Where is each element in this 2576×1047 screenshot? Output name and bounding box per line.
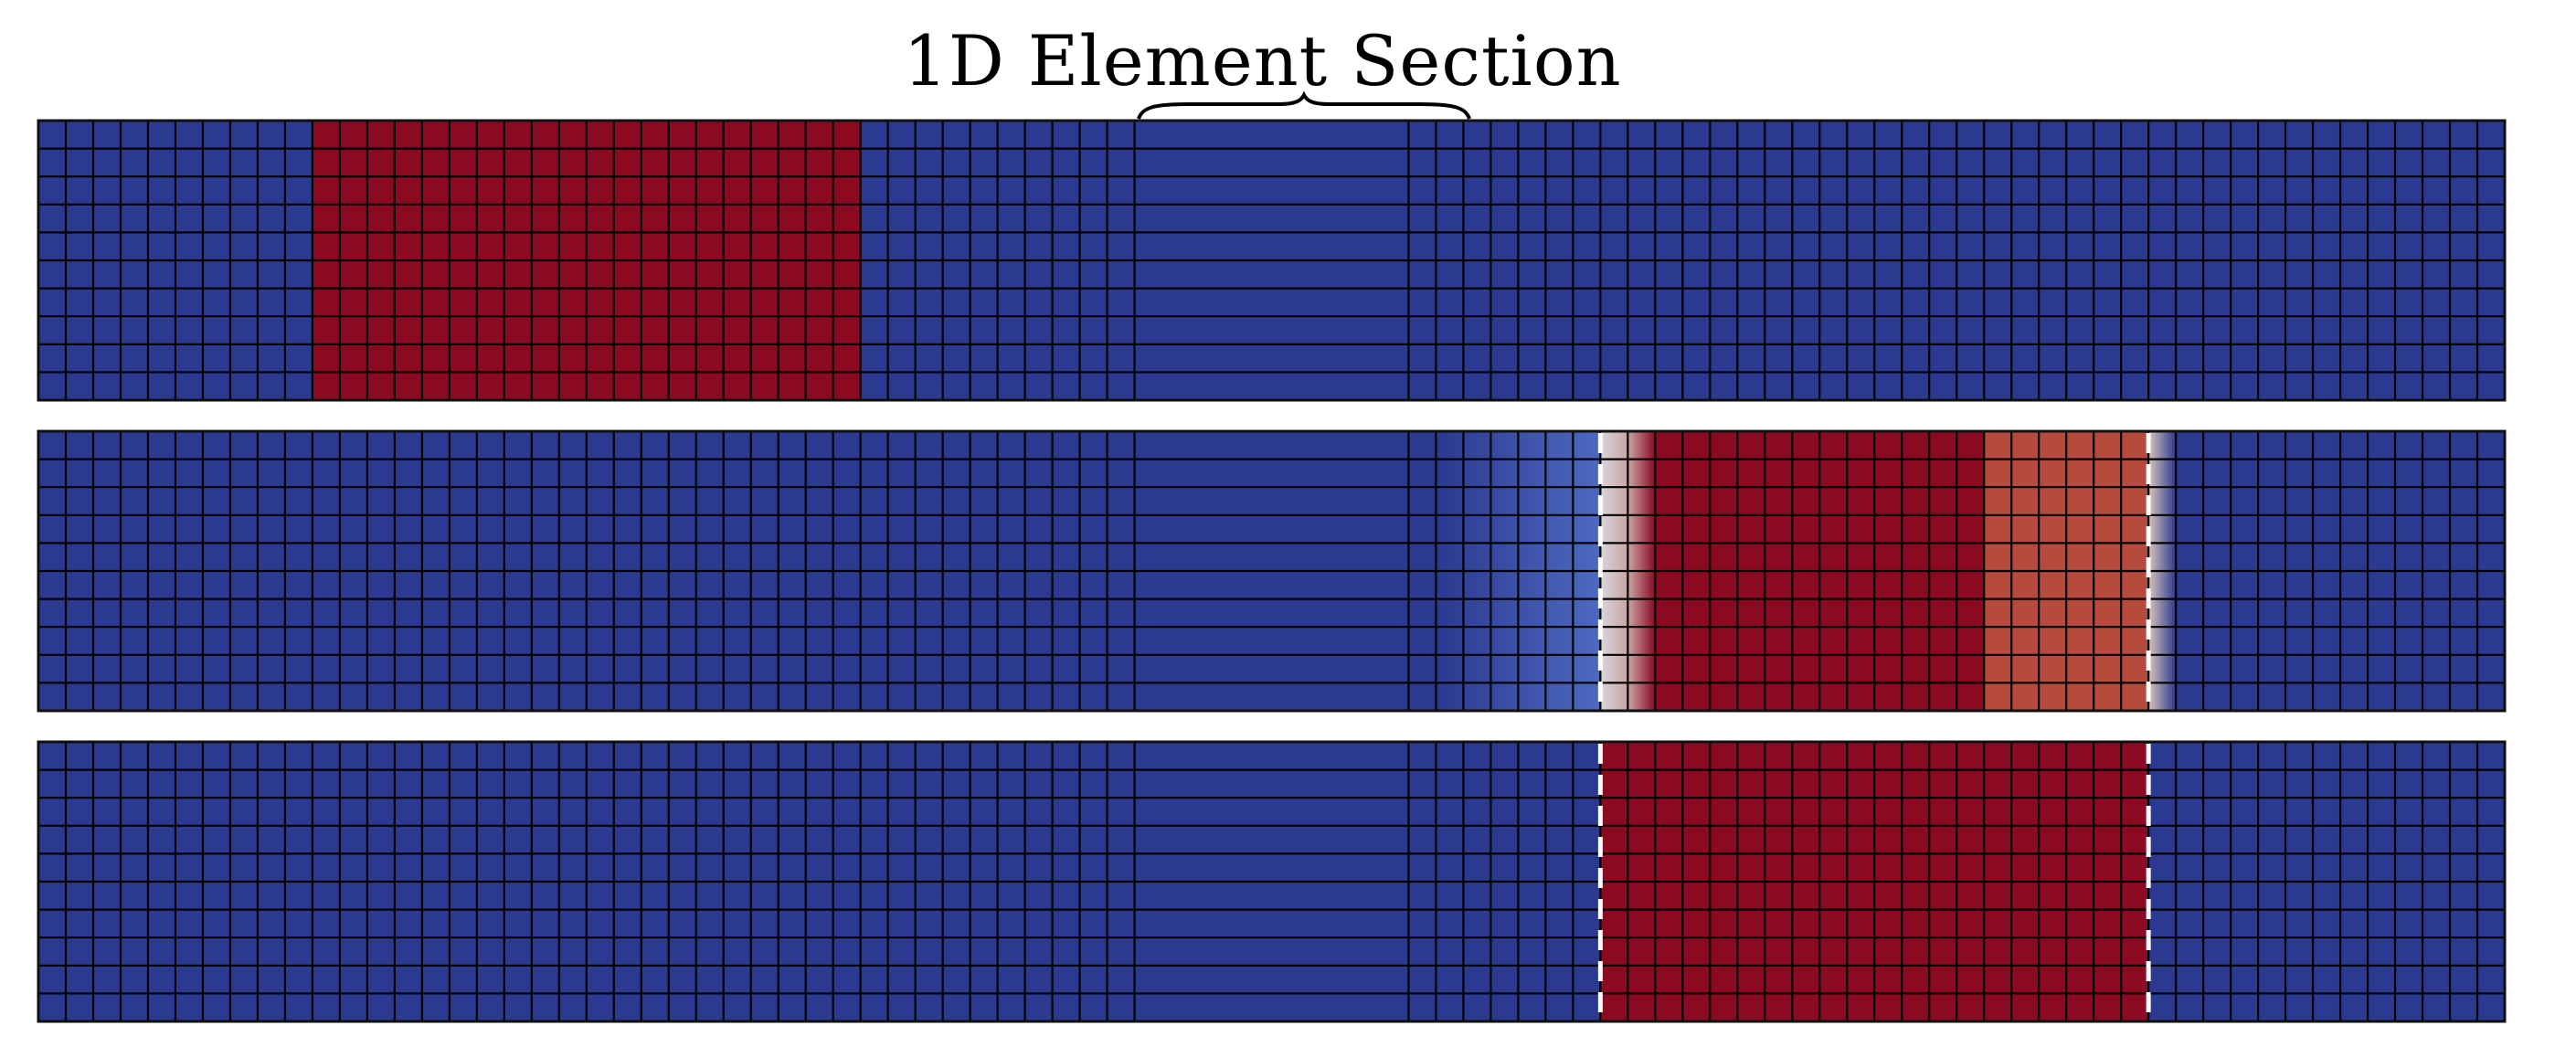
panel-top-outline (37, 119, 2507, 402)
section-brace (1137, 90, 1471, 120)
panel-bottom-outline (37, 740, 2507, 1023)
section-title: 1D Element Section (0, 20, 2576, 101)
section-title-text: 1D Element Section (903, 20, 1622, 101)
panel-middle-outline (37, 429, 2507, 713)
